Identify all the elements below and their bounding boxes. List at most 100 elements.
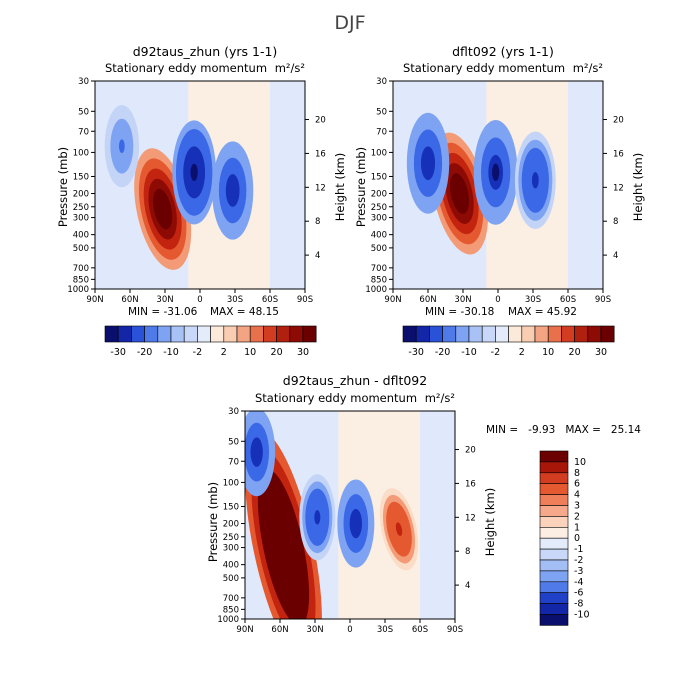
diff-colorbar-label-0: 10 (574, 457, 586, 468)
left-colorbar-box-1 (117, 325, 132, 343)
right-ytick-label-50: 50 (376, 107, 387, 117)
left-colorbar-label-3: -2 (193, 347, 202, 358)
right-ylabel-pressure: Pressure (mb) (354, 146, 368, 228)
right-colorbar-box-14 (587, 325, 602, 343)
right-colorbar-box-4 (455, 325, 470, 343)
left-ytick-label-150: 150 (73, 172, 89, 182)
right-ylabel-height: Height (km) (631, 152, 645, 222)
left-xtick-label-0: 90N (86, 295, 103, 305)
diff-colorbar-box-12 (539, 581, 569, 593)
left-ytick-label-50: 50 (78, 107, 89, 117)
diff-feature-2-level-5 (314, 510, 321, 525)
left-ztick-label-20: 20 (315, 116, 326, 126)
figure-super-title: DJF (334, 12, 366, 34)
right-panel-unit: m²/s² (572, 61, 603, 75)
diff-colorbar-label-11: -4 (574, 577, 583, 588)
diff-minmax-label: MIN = -9.93 MAX = 25.14 (486, 424, 641, 436)
right-min-label: MIN = -30.18 (425, 306, 495, 318)
right-xtick-label-0: 90N (384, 295, 401, 305)
diff-colorbar-box-11 (539, 570, 569, 583)
right-ytick-label-200: 200 (371, 190, 387, 200)
diff-ytick-label-400: 400 (223, 561, 239, 571)
left-colorbar-box-15 (302, 325, 317, 343)
left-ytick-label-30: 30 (78, 77, 89, 87)
diff-ytick-label-200: 200 (223, 520, 239, 530)
left-colorbar-box-2 (131, 325, 145, 343)
diff-ytick-label-70: 70 (228, 457, 239, 467)
left-feature-3-level-5 (118, 139, 125, 154)
diff-colorbar-box-5 (539, 505, 569, 517)
diff-ylabel-pressure: Pressure (mb) (206, 481, 220, 563)
diff-colorbar-box-4 (539, 494, 569, 506)
diff-colorbar-label-13: -8 (574, 599, 583, 610)
diff-ztick-label-4: 4 (465, 581, 470, 591)
left-colorbar-box-13 (276, 325, 291, 343)
right-colorbar-label-5: 10 (542, 347, 554, 358)
left-feature-1-level-5 (190, 163, 198, 182)
diff-ytick-label-30: 30 (228, 407, 239, 417)
left-ytick-label-200: 200 (73, 190, 89, 200)
diff-colorbar-label-9: -2 (574, 555, 583, 566)
right-colorbar-label-3: -2 (491, 347, 500, 358)
right-ytick-label-1000: 1000 (365, 285, 387, 295)
right-colorbar-label-6: 20 (569, 347, 581, 358)
right-panel-subtitle: Stationary eddy momentum m²/s² (378, 61, 628, 75)
left-xtick-label-4: 30S (227, 295, 243, 305)
left-xtick-label-3: 0 (197, 295, 202, 305)
right-colorbar-box-0 (402, 325, 417, 343)
right-feature-3-level-5 (531, 172, 539, 189)
diff-xtick-label-4: 30S (377, 625, 393, 635)
right-colorbar-box-1 (415, 325, 430, 343)
left-colorbar-box-10 (236, 325, 251, 343)
right-ytick-label-150: 150 (371, 172, 387, 182)
right-ytick-label-250: 250 (371, 203, 387, 213)
left-colorbar-box-6 (183, 325, 198, 343)
diff-colorbar-box-8 (539, 537, 569, 550)
diff-xtick-label-3: 0 (347, 625, 352, 635)
right-ytick-label-70: 70 (376, 127, 387, 137)
right-xtick-label-5: 60S (560, 295, 576, 305)
left-colorbar-label-1: -20 (137, 347, 153, 358)
diff-feature-4-level-5 (395, 522, 403, 537)
diff-colorbar-label-3: 4 (574, 490, 580, 501)
diff-colorbar-label-5: 2 (574, 511, 580, 522)
diff-xtick-label-0: 90N (236, 625, 253, 635)
right-colorbar-box-6 (481, 325, 496, 343)
left-ytick-label-250: 250 (73, 203, 89, 213)
diff-ztick-label-16: 16 (465, 479, 476, 489)
left-colorbar-box-12 (263, 325, 277, 343)
right-colorbar-label-7: 30 (595, 347, 607, 358)
right-ytick-label-30: 30 (376, 77, 387, 87)
diff-colorbar-box-3 (539, 483, 569, 495)
diff-panel-subtitle-text: Stationary eddy momentum (254, 391, 418, 405)
right-colorbar-label-4: 2 (519, 347, 525, 358)
diff-ytick-label-300: 300 (223, 544, 239, 554)
diff-plot-area (245, 411, 455, 619)
right-panel-subtitle-text: Stationary eddy momentum (402, 61, 566, 75)
diff-feature-0-level-5 (277, 528, 290, 568)
diff-ytick-label-150: 150 (223, 502, 239, 512)
left-plot-area (95, 81, 305, 289)
left-ztick-label-16: 16 (315, 149, 326, 159)
right-xtick-label-6: 90S (595, 295, 611, 305)
left-feature-2-level-5 (229, 182, 237, 199)
right-colorbar-box-8 (508, 325, 523, 343)
right-ytick-label-300: 300 (371, 214, 387, 224)
left-colorbar-box-4 (157, 325, 172, 343)
left-ytick-label-700: 700 (73, 264, 89, 274)
right-feature-0-level-5 (454, 183, 465, 204)
diff-colorbar-box-7 (539, 526, 569, 539)
left-xtick-label-6: 90S (297, 295, 313, 305)
diff-colorbar-label-14: -10 (574, 610, 590, 621)
diff-xtick-label-5: 60S (412, 625, 428, 635)
diff-ytick-label-250: 250 (223, 533, 239, 543)
diff-colorbar-box-15 (539, 614, 569, 626)
diff-colorbar-label-10: -3 (574, 566, 583, 577)
right-ytick-label-100: 100 (371, 148, 387, 158)
diff-colorbar-box-10 (539, 559, 569, 572)
left-colorbar-label-2: -10 (163, 347, 179, 358)
right-ztick-label-20: 20 (613, 116, 624, 126)
right-colorbar-label-1: -20 (435, 347, 451, 358)
right-colorbar-label-0: -30 (408, 347, 424, 358)
